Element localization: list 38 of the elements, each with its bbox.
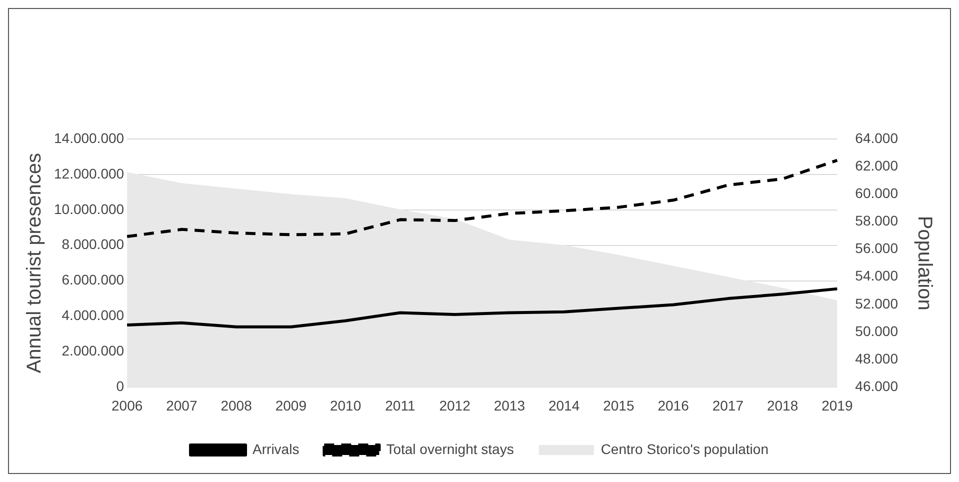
legend-label: Centro Storico's population — [600, 440, 768, 457]
line-series — [126, 158, 839, 238]
y2-tick-label: 52.000 — [855, 295, 898, 312]
x-tick-label: 2009 — [275, 397, 307, 414]
y2-tick-label: 50.000 — [855, 322, 898, 339]
y2-axis-title: Population — [913, 216, 936, 310]
y-tick-label: 14.000.000 — [54, 130, 124, 146]
x-tick-label: 2006 — [111, 397, 143, 414]
y2-tick-label: 56.000 — [855, 240, 898, 256]
y-tick-label: 12.000.000 — [54, 165, 124, 182]
x-tick-label: 2015 — [603, 397, 634, 414]
y-tick-label: 2.000.000 — [62, 342, 124, 359]
x-tick-label: 2012 — [439, 397, 471, 414]
y2-tick-label: 64.000 — [855, 130, 898, 146]
y-tick-label: 8.000.000 — [62, 236, 124, 252]
x-tick-label: 2018 — [766, 397, 798, 414]
x-tick-label: 2014 — [548, 397, 580, 414]
x-tick-label: 2007 — [166, 397, 198, 414]
y2-tick-label: 62.000 — [855, 157, 898, 174]
legend-label: Total overnight stays — [386, 440, 514, 457]
y-tick-label: 6.000.000 — [62, 272, 124, 288]
x-tick-label: 2019 — [822, 397, 853, 414]
x-tick-label: 2008 — [220, 397, 252, 414]
y-axis-title: Annual tourist presences — [24, 153, 46, 374]
y2-tick-label: 46.000 — [855, 378, 898, 394]
x-tick-label: 2016 — [658, 397, 690, 414]
x-tick-label: 2010 — [330, 397, 362, 414]
y2-tick-label: 58.000 — [855, 212, 898, 229]
x-tick-label: 2011 — [385, 397, 416, 414]
y-tick-label: 10.000.000 — [54, 200, 124, 217]
y2-tick-label: 60.000 — [855, 185, 898, 202]
x-tick-label: 2017 — [712, 397, 744, 414]
y2-tick-label: 54.000 — [855, 268, 898, 284]
y2-tick-label: 48.000 — [855, 350, 898, 366]
x-tick-label: 2013 — [494, 397, 526, 414]
y-tick-label: 4.000.000 — [62, 307, 124, 324]
legend-label: Arrivals — [252, 440, 300, 457]
y-tick-label: 0 — [116, 378, 124, 394]
